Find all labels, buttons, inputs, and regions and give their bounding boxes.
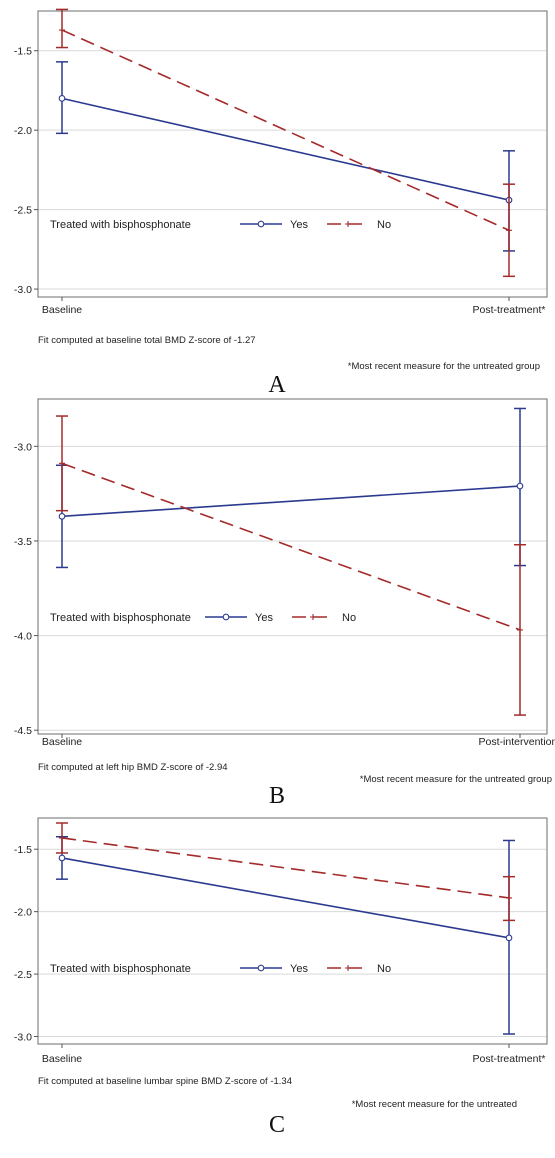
legend-marker-yes (258, 965, 264, 971)
legend-label-no: No (377, 219, 391, 231)
y-tick-label: -4.5 (14, 725, 32, 737)
chart-panel-b: -3.0 -3.5 -4.0 -4.5 Baseline Post-interventio… (14, 399, 555, 809)
legend-marker-no (345, 221, 351, 227)
plot-area-frame (38, 399, 547, 734)
y-tick-label: -2.0 (14, 125, 32, 137)
data-point (59, 27, 65, 33)
legend-marker-yes (223, 614, 229, 620)
data-point (506, 227, 512, 233)
data-point (59, 514, 65, 520)
data-point (59, 855, 65, 861)
x-tick-label: Baseline (42, 1053, 82, 1065)
y-tick-label: -3.0 (14, 284, 32, 296)
y-tick-label: -2.5 (14, 969, 32, 981)
series-no (56, 416, 526, 715)
data-point (59, 96, 65, 102)
fit-note: Fit computed at baseline lumbar spine BM… (38, 1076, 292, 1087)
legend-label-no: No (342, 612, 356, 624)
y-tick-label: -3.5 (14, 536, 32, 548)
series-line (62, 838, 509, 898)
series-line (62, 463, 520, 630)
footnote: *Most recent measure for the untreated g… (360, 774, 552, 785)
series-line (62, 486, 520, 516)
panel-label: B (269, 783, 285, 809)
y-tick-label: -4.0 (14, 631, 32, 643)
series-yes (56, 837, 515, 1034)
x-tick-label: Post-treatment* (473, 1053, 546, 1065)
y-tick-label: -3.0 (14, 441, 32, 453)
x-tick-label: Baseline (42, 304, 82, 316)
chart-panel-c: -1.5 -2.0 -2.5 -3.0 Baseline Post-treatment* T… (14, 818, 547, 1138)
series-yes (56, 408, 526, 567)
legend: Treated with bisphosphonate Yes No (50, 612, 356, 624)
series-no (56, 823, 515, 920)
panel-label: C (269, 1112, 285, 1138)
legend-title: Treated with bisphosphonate (50, 612, 191, 624)
panel-label: A (268, 372, 286, 398)
legend-label-yes: Yes (290, 219, 308, 231)
data-point (59, 835, 65, 841)
data-point (517, 627, 523, 633)
plot-area-frame (38, 11, 547, 297)
data-point (506, 895, 512, 901)
legend-title: Treated with bisphosphonate (50, 963, 191, 975)
data-point (517, 483, 523, 489)
legend: Treated with bisphosphonate Yes No (50, 219, 391, 231)
series-no (56, 9, 515, 276)
chart-panel-a: -1.5 -2.0 -2.5 -3.0 Baseline Post-treatment* T… (14, 9, 547, 398)
legend-marker-yes (258, 221, 264, 227)
legend-marker-no (310, 614, 316, 620)
fit-note: Fit computed at left hip BMD Z-score of … (38, 762, 228, 773)
x-tick-label: Post-treatment* (473, 304, 546, 316)
fit-note: Fit computed at baseline total BMD Z-sco… (38, 335, 256, 346)
y-tick-label: -2.0 (14, 907, 32, 919)
legend: Treated with bisphosphonate Yes No (50, 963, 391, 975)
legend-title: Treated with bisphosphonate (50, 219, 191, 231)
legend-label-no: No (377, 963, 391, 975)
series-line (62, 858, 509, 938)
legend-label-yes: Yes (290, 963, 308, 975)
y-tick-label: -1.5 (14, 46, 32, 58)
y-tick-label: -2.5 (14, 205, 32, 217)
x-tick-label: Post-intervention* (479, 736, 555, 748)
y-tick-label: -1.5 (14, 844, 32, 856)
data-point (506, 935, 512, 941)
y-tick-label: -3.0 (14, 1032, 32, 1044)
footnote: *Most recent measure for the untreated g… (348, 361, 540, 372)
footnote: *Most recent measure for the untreated (352, 1099, 517, 1110)
legend-label-yes: Yes (255, 612, 273, 624)
legend-marker-no (345, 965, 351, 971)
series-line (62, 98, 509, 200)
x-tick-label: Baseline (42, 736, 82, 748)
